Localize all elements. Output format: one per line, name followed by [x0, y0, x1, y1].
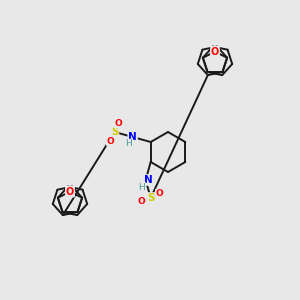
Text: O: O: [156, 190, 164, 199]
Text: O: O: [107, 136, 115, 146]
Text: N: N: [128, 132, 137, 142]
Text: O: O: [211, 47, 219, 57]
Text: S: S: [111, 127, 118, 137]
Text: S: S: [147, 193, 154, 203]
Text: N: N: [144, 175, 153, 185]
Text: H: H: [138, 182, 145, 191]
Text: H: H: [125, 140, 132, 148]
Text: O: O: [66, 187, 74, 197]
Text: O: O: [138, 197, 146, 206]
Text: O: O: [115, 118, 123, 127]
